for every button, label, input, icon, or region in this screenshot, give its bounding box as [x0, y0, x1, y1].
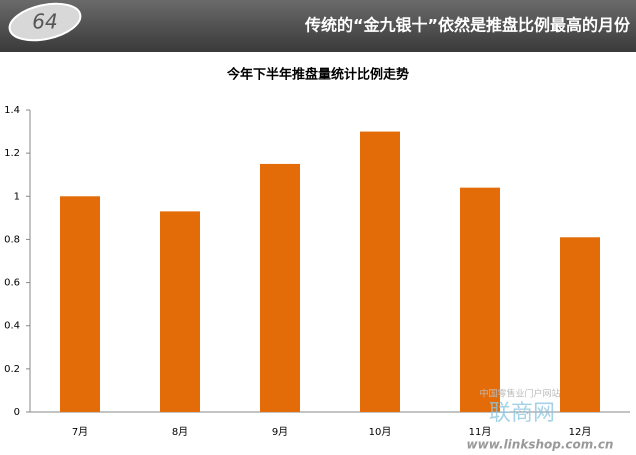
watermark-url: www.linkshop.com.cn	[467, 438, 614, 452]
y-tick-label: 0	[14, 407, 20, 418]
y-tick-label: 0.4	[4, 321, 20, 332]
bar	[260, 163, 300, 412]
x-tick-label: 9月	[272, 426, 288, 438]
badge: 64	[32, 10, 57, 34]
y-tick-label: 1.4	[4, 105, 20, 116]
x-tick-label: 7月	[72, 426, 88, 438]
chart-title: 今年下半年推盘量统计比例走势	[226, 67, 409, 83]
x-tick-label: 11月	[469, 426, 492, 438]
badge-shape	[8, 2, 82, 42]
y-tick-label: 0.2	[4, 364, 20, 375]
bar	[560, 237, 600, 412]
bar	[60, 196, 100, 412]
y-tick-label: 0.6	[4, 278, 20, 289]
watermark-site: 中国零售业门户网站	[479, 388, 560, 400]
watermark-brand: 联商网	[489, 401, 555, 426]
header-title: 传统的“金九银十”依然是推盘比例最高的月份	[304, 16, 631, 35]
y-tick-label: 0.8	[4, 234, 20, 245]
header-bar	[0, 0, 636, 52]
bar	[160, 211, 200, 412]
bar	[460, 187, 500, 412]
bar	[360, 131, 400, 413]
x-tick-label: 10月	[369, 426, 392, 438]
x-tick-label: 12月	[569, 426, 592, 438]
y-tick-label: 1.2	[4, 148, 20, 159]
x-tick-label: 8月	[172, 426, 188, 438]
y-tick-label: 1	[14, 191, 20, 202]
